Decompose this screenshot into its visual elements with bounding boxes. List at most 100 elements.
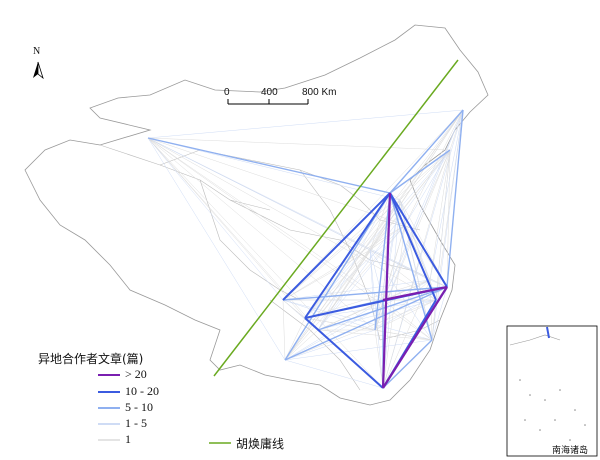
island — [569, 439, 571, 441]
island — [554, 419, 556, 421]
island — [559, 389, 561, 391]
line-level-10-20 — [282, 192, 391, 301]
line-level-1 — [404, 224, 433, 341]
line-level-1 — [404, 224, 431, 281]
island — [574, 409, 576, 411]
scale-0: 0 — [224, 87, 230, 98]
island — [539, 429, 541, 431]
line-level-1 — [284, 339, 433, 361]
legend-label-gt20: > 20 — [125, 367, 147, 381]
line-level-1 — [317, 249, 371, 331]
line-level-1 — [374, 329, 384, 389]
line-level-1 — [147, 137, 376, 331]
line-level-1 — [382, 149, 451, 389]
line-level-1 — [147, 137, 451, 151]
hu-line-label: 胡焕庸线 — [236, 437, 285, 451]
line-level-1 — [429, 149, 451, 281]
line-level-5-10 — [382, 339, 433, 389]
line-level-1 — [369, 249, 376, 331]
line-level-1 — [382, 299, 433, 341]
line-level-1 — [282, 109, 464, 301]
line-level-5-10 — [446, 109, 464, 288]
line-level-1 — [284, 329, 319, 361]
line-level-1 — [449, 109, 464, 151]
line-level-10-20 — [304, 192, 391, 319]
legend-label-10-20: 10 - 20 — [125, 384, 159, 398]
line-level-5-10 — [147, 137, 391, 194]
line-level-1 — [147, 137, 319, 331]
line-level-1 — [284, 279, 431, 361]
line-level-gt20 — [382, 285, 448, 302]
island — [529, 394, 531, 396]
scale-bar — [227, 99, 309, 105]
line-level-1 — [431, 286, 448, 341]
line-level-5-10 — [284, 192, 391, 361]
legend-title: 异地合作者文章(篇) — [38, 352, 144, 366]
inset-line — [546, 326, 550, 339]
line-level-gt20 — [382, 286, 448, 389]
line-level-1 — [284, 224, 406, 361]
line-level-1 — [404, 149, 451, 226]
line-level-1 — [429, 109, 464, 281]
legend-swatches — [98, 374, 120, 441]
line-level-1 — [147, 137, 384, 389]
line-level-1 — [147, 109, 464, 139]
line-level-1 — [304, 249, 371, 319]
legend-label-1: 1 — [125, 432, 131, 446]
line-level-1 — [382, 199, 401, 389]
line-level-1 — [382, 224, 406, 389]
island — [584, 424, 586, 426]
line-level-10-20 — [304, 317, 384, 389]
line-level-1 — [147, 137, 384, 301]
line-level-5-10 — [389, 192, 433, 341]
line-level-1 — [374, 279, 431, 331]
line-level-5-10 — [317, 286, 448, 331]
line-level-1 — [282, 279, 431, 301]
line-level-10-20 — [389, 192, 437, 301]
north-arrow-icon — [33, 61, 44, 80]
line-level-5-10 — [389, 149, 451, 194]
line-level-gt20 — [381, 192, 392, 389]
south-china-sea-inset — [506, 325, 598, 457]
legend-label-1-5: 1 - 5 — [125, 416, 147, 430]
line-level-1 — [147, 137, 286, 361]
island — [544, 399, 546, 401]
line-level-1 — [369, 149, 451, 251]
line-level-1 — [147, 137, 284, 301]
island — [524, 419, 526, 421]
line-level-1 — [147, 137, 406, 226]
scale-400: 400 — [261, 87, 278, 98]
line-level-1 — [404, 109, 464, 226]
line-level-1 — [284, 199, 401, 361]
island — [519, 379, 521, 381]
line-level-1 — [369, 109, 464, 251]
north-label: N — [33, 46, 41, 57]
line-level-1 — [282, 149, 451, 301]
line-level-5-10 — [374, 192, 391, 331]
line-level-1 — [147, 137, 371, 251]
line-level-1 — [374, 109, 464, 331]
line-level-1 — [282, 299, 286, 361]
collaboration-lines — [147, 109, 464, 389]
line-level-5-10 — [282, 286, 448, 301]
line-level-5-10 — [389, 109, 464, 194]
line-level-1 — [382, 149, 451, 301]
line-level-1 — [284, 317, 306, 361]
line-level-1 — [317, 279, 431, 331]
line-level-1 — [304, 199, 401, 319]
line-level-1 — [282, 249, 371, 301]
islands — [519, 379, 586, 441]
line-level-1 — [284, 249, 371, 361]
line-level-1 — [399, 149, 451, 201]
line-level-1 — [284, 329, 376, 361]
line-level-1 — [304, 299, 437, 319]
line-level-1 — [431, 149, 451, 341]
inset-coast — [509, 334, 561, 346]
inset-label: 南海诸岛 — [552, 446, 589, 456]
line-level-1 — [374, 224, 406, 331]
scale-800: 800 Km — [302, 87, 337, 98]
legend-label-5-10: 5 - 10 — [125, 400, 153, 414]
line-level-1 — [382, 109, 464, 301]
